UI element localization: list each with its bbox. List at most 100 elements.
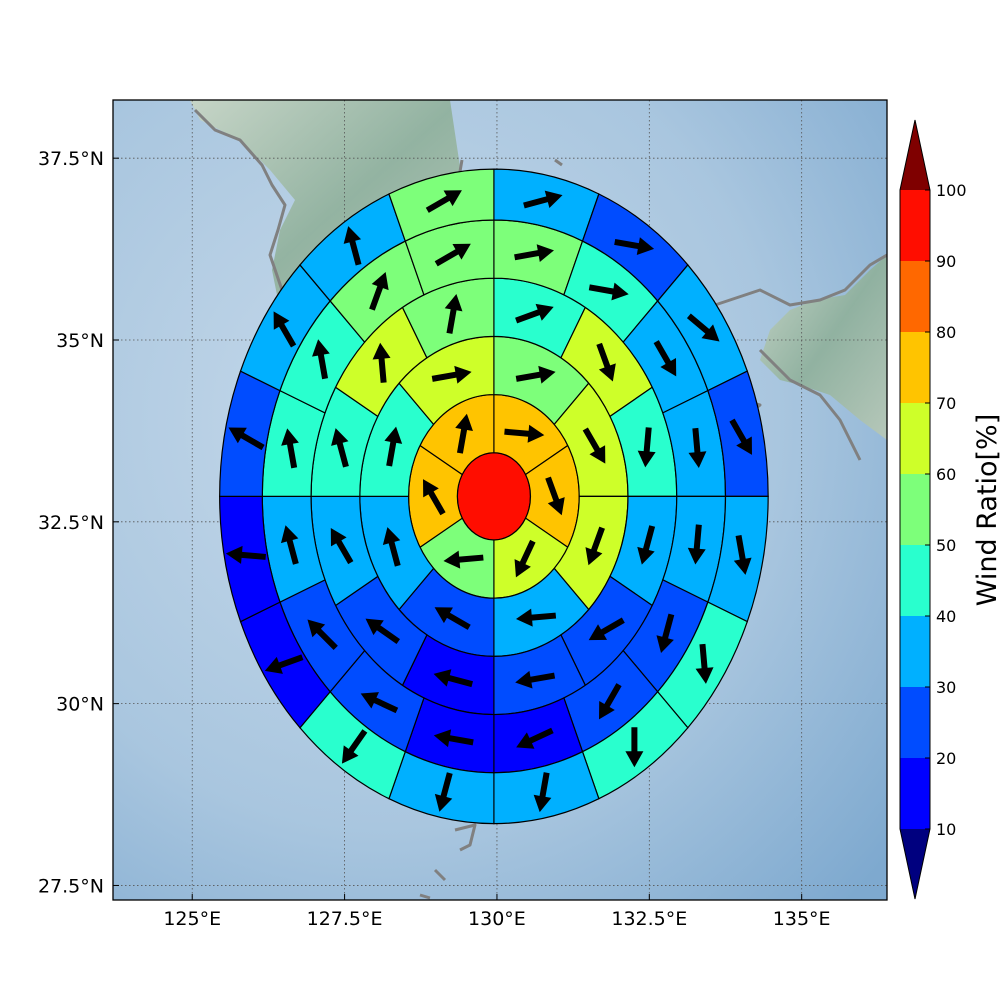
wind-ratio-sectors bbox=[219, 168, 769, 825]
wind-arrow bbox=[653, 340, 677, 377]
wind-arrow bbox=[516, 727, 554, 749]
wind-arrow bbox=[372, 342, 391, 383]
wind-arrow bbox=[343, 226, 362, 266]
colorbar-bin bbox=[900, 687, 930, 758]
wind-arrow bbox=[443, 550, 484, 569]
wind-arrow bbox=[360, 692, 399, 714]
wind-arrow bbox=[515, 670, 556, 689]
wind-arrow bbox=[545, 476, 565, 516]
colorbar-bin bbox=[900, 261, 930, 332]
colorbar-bin bbox=[900, 616, 930, 687]
colorbar-bin bbox=[900, 758, 930, 829]
colorbar-tick-label: 100 bbox=[936, 181, 967, 200]
y-tick-label: 32.5°N bbox=[38, 512, 104, 534]
wind-arrow bbox=[523, 190, 563, 209]
wind-arrow bbox=[688, 427, 707, 469]
wind-arrow bbox=[434, 243, 471, 267]
wind-arrow bbox=[599, 683, 622, 720]
x-tick-label: 132.5°E bbox=[611, 908, 687, 930]
wind-arrow bbox=[695, 643, 714, 684]
wind-arrow bbox=[384, 426, 403, 467]
wind-arrow bbox=[365, 618, 401, 645]
wind-arrow bbox=[588, 282, 629, 301]
wind-arrow bbox=[433, 669, 473, 688]
colorbar-over-arrow bbox=[900, 120, 930, 190]
wind-arrow bbox=[228, 427, 265, 451]
colorbar-tick-label: 80 bbox=[936, 323, 956, 342]
colorbar-tick-label: 30 bbox=[936, 678, 956, 697]
wind-arrow bbox=[582, 427, 606, 464]
wind-arrow bbox=[273, 311, 297, 348]
wind-arrow bbox=[444, 294, 463, 334]
wind-arrow bbox=[225, 545, 266, 564]
wind-arrow bbox=[341, 729, 368, 764]
wind-arrow bbox=[369, 272, 389, 311]
wind-arrow bbox=[312, 339, 330, 380]
wind-arrow bbox=[729, 418, 752, 455]
colorbar-tick-label: 10 bbox=[936, 820, 956, 839]
tsushima-coastline bbox=[554, 158, 563, 167]
map-border bbox=[112, 99, 888, 901]
wind-arrow bbox=[431, 365, 472, 384]
colorbar-bin bbox=[900, 190, 930, 261]
wind-arrow bbox=[423, 479, 446, 516]
wind-arrow bbox=[455, 413, 473, 454]
wind-arrow bbox=[733, 534, 752, 575]
colorbar-tick-label: 60 bbox=[936, 465, 956, 484]
x-tick-label: 127.5°E bbox=[307, 908, 383, 930]
wind-arrow bbox=[625, 727, 644, 768]
wind-arrow bbox=[330, 527, 354, 565]
colorbar-bin bbox=[900, 474, 930, 545]
colorbar-tick-label: 40 bbox=[936, 607, 956, 626]
wind-arrow bbox=[281, 428, 299, 469]
wind-arrow bbox=[637, 525, 656, 565]
wind-arrow bbox=[687, 524, 706, 565]
colorbar-tick-label: 70 bbox=[936, 394, 956, 413]
x-tick-label: 130°E bbox=[468, 908, 526, 930]
wind-arrow bbox=[515, 365, 556, 384]
honshu-land bbox=[760, 255, 887, 440]
wind-arrow bbox=[585, 526, 605, 566]
colorbar-tick-label: 50 bbox=[936, 536, 956, 555]
wind-arrow bbox=[433, 729, 474, 748]
wind-arrow bbox=[307, 619, 338, 650]
wind-arrow bbox=[514, 539, 536, 578]
wind-arrow bbox=[264, 654, 304, 674]
y-tick-label: 27.5°N bbox=[38, 875, 104, 897]
wind-arrow bbox=[434, 772, 453, 812]
wind-arrow bbox=[382, 527, 401, 567]
wind-arrow bbox=[331, 428, 349, 468]
y-tick-label: 30°N bbox=[56, 694, 104, 716]
colorbar-tick-label: 90 bbox=[936, 252, 956, 271]
colorbar-bin bbox=[900, 332, 930, 403]
colorbar-tick-label: 20 bbox=[936, 749, 956, 768]
axis-ticks: 125°E 127.5°E 130°E 132.5°E 135°E 27.5°N 30°N 3… bbox=[38, 148, 831, 930]
colorbar-label: Wind Ratio[%] bbox=[972, 414, 1000, 606]
wind-arrow bbox=[686, 313, 720, 342]
x-tick-label: 125°E bbox=[163, 908, 221, 930]
wind-arrow bbox=[614, 237, 655, 255]
map-panel: 125°E 127.5°E 130°E 132.5°E 135°E 27.5°N 30°N 3… bbox=[38, 99, 888, 930]
colorbar: 10 20 30 40 50 60 70 80 90 100 bbox=[899, 119, 967, 900]
wind-arrow bbox=[515, 608, 557, 627]
y-tick-label: 35°N bbox=[56, 330, 104, 352]
colorbar-bin bbox=[900, 545, 930, 616]
y-tick-label: 37.5°N bbox=[38, 148, 104, 170]
wind-arrow bbox=[504, 424, 545, 443]
wind-arrow bbox=[280, 525, 299, 565]
wind-arrow bbox=[656, 613, 675, 654]
x-tick-label: 135°E bbox=[773, 908, 831, 930]
colorbar-bin bbox=[900, 403, 930, 474]
wind-arrow bbox=[533, 772, 552, 813]
wind-arrow bbox=[588, 617, 625, 641]
wind-arrow bbox=[425, 190, 462, 213]
wind-arrow bbox=[596, 342, 616, 382]
wind-arrow bbox=[514, 244, 554, 262]
wind-arrow bbox=[637, 427, 656, 468]
wind-arrow bbox=[434, 607, 471, 630]
colorbar-under-arrow bbox=[900, 829, 930, 899]
wind-arrow bbox=[515, 303, 554, 324]
wind-direction-arrows bbox=[225, 190, 752, 813]
